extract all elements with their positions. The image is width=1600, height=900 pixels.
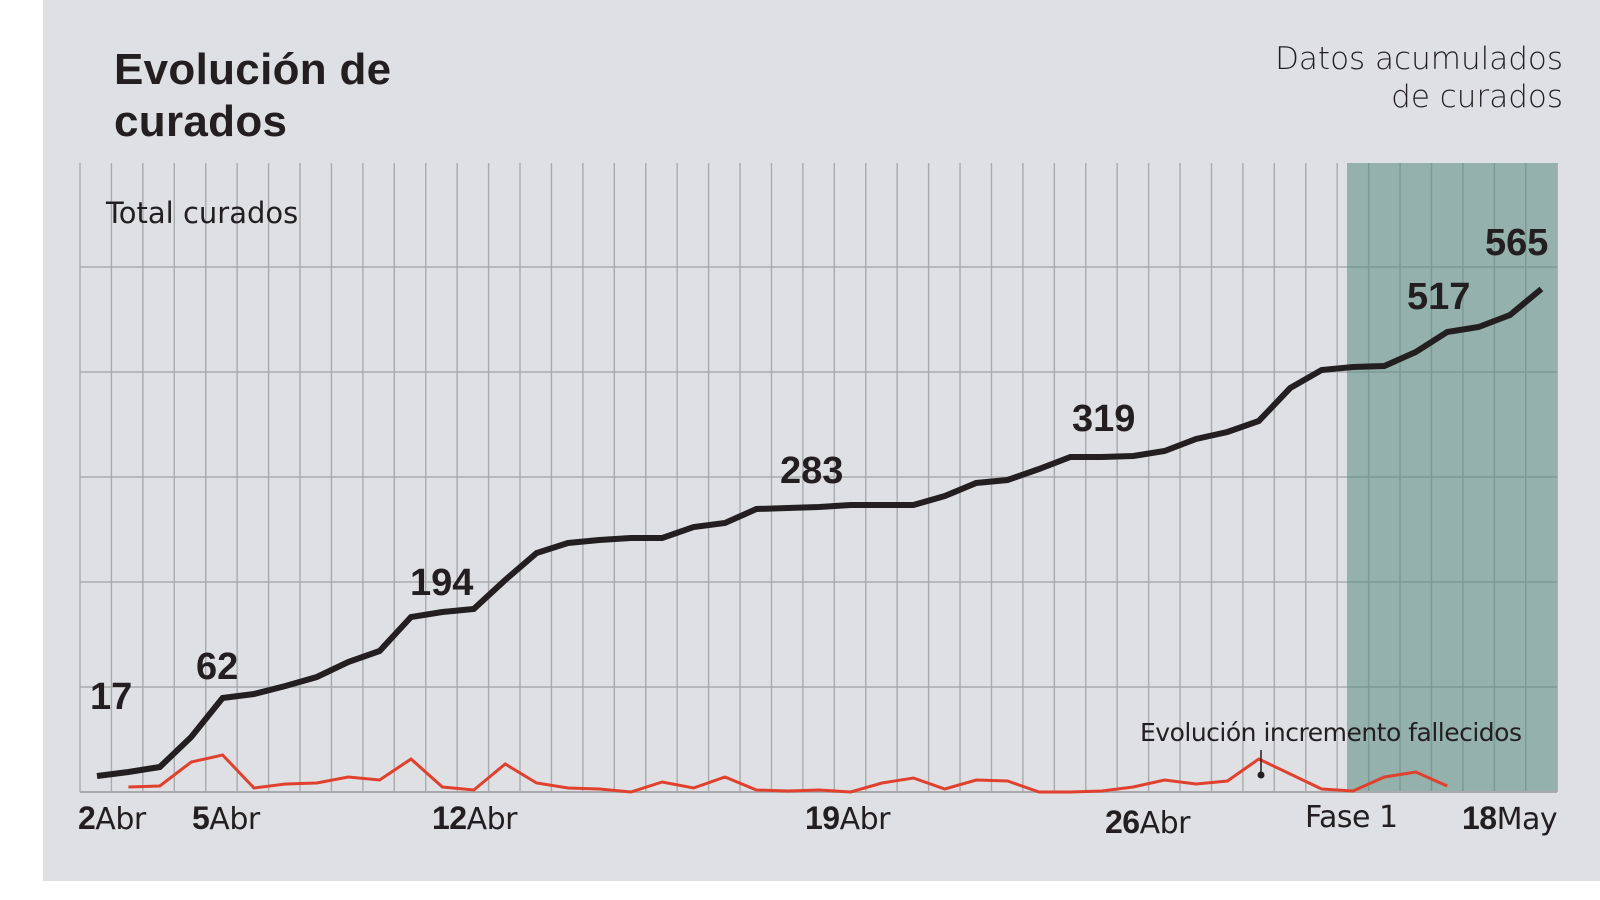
- x-tick-day: 2: [78, 800, 96, 836]
- data-point-label: 62: [196, 646, 239, 688]
- x-tick-label: 18May: [1462, 800, 1558, 837]
- data-point-label: 283: [780, 450, 844, 492]
- chart-title: Evolución de curados: [114, 44, 391, 148]
- data-point-label: 319: [1072, 398, 1136, 440]
- x-tick-month: Abr: [1139, 806, 1191, 841]
- x-tick-day: 5: [192, 800, 210, 836]
- x-tick-month: Fase 1: [1305, 800, 1398, 835]
- title-line-2: curados: [114, 97, 288, 146]
- annotation-marker: [1257, 750, 1265, 779]
- total-cured-line: [96, 286, 1544, 779]
- x-tick-month: Abr: [839, 802, 891, 837]
- chart-panel: [43, 0, 1600, 881]
- y-axis-label: Total curados: [106, 196, 299, 230]
- x-tick-day: 18: [1462, 800, 1497, 836]
- data-point-label: 517: [1407, 276, 1471, 318]
- x-tick-day: 26: [1105, 804, 1140, 840]
- x-tick-label: Fase 1: [1305, 800, 1398, 835]
- x-tick-label: 26Abr: [1105, 804, 1191, 841]
- data-point-label: 17: [90, 676, 133, 718]
- data-lines: [96, 286, 1544, 794]
- x-tick-label: 5Abr: [192, 800, 260, 837]
- deaths-annotation-label: Evolución incremento fallecidos: [1140, 718, 1522, 747]
- annotation-dot: [1257, 771, 1265, 779]
- gridlines: [79, 163, 1558, 793]
- x-tick-month: May: [1496, 802, 1558, 837]
- deaths-increment-line: [128, 753, 1448, 794]
- x-tick-label: 2Abr: [78, 800, 146, 837]
- x-tick-month: Abr: [466, 802, 518, 837]
- subtitle-line-1: Datos acumulados: [1275, 41, 1563, 77]
- x-tick-label: 12Abr: [432, 800, 518, 837]
- subtitle-line-2: de curados: [1391, 79, 1563, 115]
- x-tick-day: 12: [432, 800, 467, 836]
- x-tick-month: Abr: [209, 802, 260, 837]
- x-tick-month: Abr: [95, 802, 146, 837]
- data-point-label: 194: [410, 562, 474, 604]
- title-line-1: Evolución de: [114, 45, 392, 94]
- x-tick-day: 19: [805, 800, 840, 836]
- chart-subtitle: Datos acumulados de curados: [1275, 40, 1563, 116]
- x-tick-label: 19Abr: [805, 800, 891, 837]
- data-point-label: 565: [1485, 222, 1549, 264]
